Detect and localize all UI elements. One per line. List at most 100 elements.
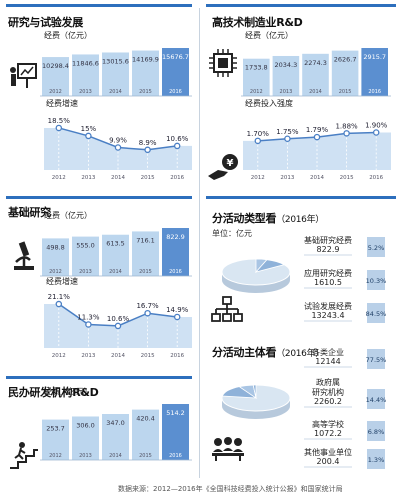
bar-value-label: 1733.8: [245, 64, 268, 72]
pie-item-label: 基础研究经费: [304, 235, 352, 245]
area-value-label: 1.75%: [276, 128, 299, 136]
bar-value-label: 555.0: [76, 242, 95, 250]
bar-year-label: 2014: [309, 89, 322, 95]
area-year-label: 2012: [251, 175, 265, 181]
area-value-label: 16.7%: [136, 302, 159, 310]
area-point: [313, 133, 321, 141]
pie-share-box: [367, 237, 385, 257]
area-value-label: 14.9%: [166, 306, 189, 314]
bar-value-label: 613.5: [106, 240, 125, 248]
bar-year-label: 2016: [368, 89, 381, 95]
activity-year: （2016年）: [276, 215, 325, 225]
pie-item-value: 12144: [315, 357, 340, 366]
bar: [162, 228, 189, 276]
bar-value-label: 498.8: [46, 243, 65, 251]
bar-chart-label: 经费（亿元）: [245, 30, 293, 40]
bar-year-label: 2012: [49, 89, 62, 95]
area-value-label: 10.6%: [166, 135, 189, 143]
bar: [72, 54, 99, 96]
meeting-people-icon: [212, 437, 244, 461]
bar-value-label: 13015.6: [102, 57, 129, 65]
area-year-label: 2014: [310, 175, 324, 181]
bar-value-label: 306.0: [76, 421, 95, 429]
area-year-label: 2012: [52, 175, 66, 181]
bar: [132, 50, 159, 96]
activity-divider: [206, 196, 396, 199]
area-year-label: 2013: [81, 353, 95, 359]
area-chart-label: 经费增速: [46, 276, 78, 286]
activity-unit: 单位：亿元: [212, 229, 252, 238]
top-divider-left: [6, 4, 192, 7]
pie-item-label: 研究机构: [312, 387, 344, 397]
area-fill: [243, 132, 391, 170]
bar-year-label: 2015: [139, 453, 152, 459]
hightech-panel-title: 高技术制造业R&D: [212, 16, 303, 29]
bar-year-label: 2016: [169, 453, 182, 459]
area-point: [144, 146, 151, 154]
bar-year-label: 2013: [280, 89, 293, 95]
area-chart-label: 经费增速: [46, 98, 78, 108]
area-point: [372, 129, 380, 136]
microscope-icon: [14, 241, 34, 270]
presentation-icon: [10, 63, 37, 88]
pie-share-label: 77.5%: [366, 356, 387, 364]
area-year-label: 2016: [170, 353, 184, 359]
bar-value-label: 822.9: [166, 233, 185, 241]
area-year-label: 2016: [369, 175, 383, 181]
area-point: [114, 144, 122, 151]
svg-text:¥: ¥: [227, 158, 234, 169]
data-source: 数据来源：2012—2016年《全国科技经费投入统计公报》和国家统计局: [118, 485, 343, 493]
area-point: [173, 142, 181, 150]
bar-year-label: 2013: [79, 269, 92, 275]
pie-item-value: 2260.2: [314, 397, 342, 406]
area-year-label: 2012: [52, 353, 66, 359]
pie-item-label: 应用研究经费: [304, 268, 352, 278]
basic-divider: [6, 196, 192, 199]
area-chart-label: 经费投入强度: [245, 98, 293, 108]
bar-year-label: 2012: [250, 89, 263, 95]
bar: [331, 50, 359, 96]
area-point: [85, 321, 92, 328]
bar-chart-label: 经费（亿元）: [44, 210, 92, 220]
area-value-label: 10.6%: [107, 315, 130, 323]
bar-value-label: 2274.3: [304, 59, 327, 67]
bar: [102, 414, 129, 460]
pie-share-label: 1.3%: [368, 456, 385, 464]
pie-item-label: 高等学校: [312, 419, 344, 429]
pie-item-label: 试验发展经费: [304, 301, 352, 311]
runner-stairs-icon: [10, 442, 38, 469]
area-point: [114, 322, 122, 330]
bar: [132, 409, 159, 460]
bar-year-label: 2013: [79, 89, 92, 95]
bar-year-label: 2012: [49, 453, 62, 459]
hand-money-icon: ¥: [208, 154, 238, 180]
pie-item-value: 822.9: [317, 245, 340, 254]
pie-share-box: [367, 421, 385, 441]
area-value-label: 15%: [81, 125, 97, 133]
pie-share-box: [367, 270, 385, 290]
bar-value-label: 14169.9: [132, 56, 159, 64]
bar-value-label: 716.1: [136, 236, 155, 244]
area-point: [284, 135, 291, 142]
performer-panel-title: 分活动主体看（2016年）: [212, 344, 324, 360]
bar-value-label: 2915.7: [363, 53, 386, 61]
pie-share-label: 84.5%: [366, 310, 387, 318]
bar-chart-label: 经费（亿元）: [44, 386, 92, 396]
bar-chart-label: 经费（亿元）: [44, 30, 92, 40]
bar-value-label: 2626.7: [334, 56, 357, 64]
area-year-label: 2016: [170, 175, 184, 181]
area-point: [173, 313, 181, 321]
area-year-label: 2015: [141, 353, 155, 359]
area-value-label: 1.70%: [247, 130, 270, 138]
area-value-label: 11.3%: [77, 313, 100, 321]
bar-value-label: 253.7: [46, 425, 65, 433]
bar-year-label: 2016: [169, 269, 182, 275]
bar-year-label: 2016: [169, 89, 182, 95]
bar: [132, 231, 159, 276]
